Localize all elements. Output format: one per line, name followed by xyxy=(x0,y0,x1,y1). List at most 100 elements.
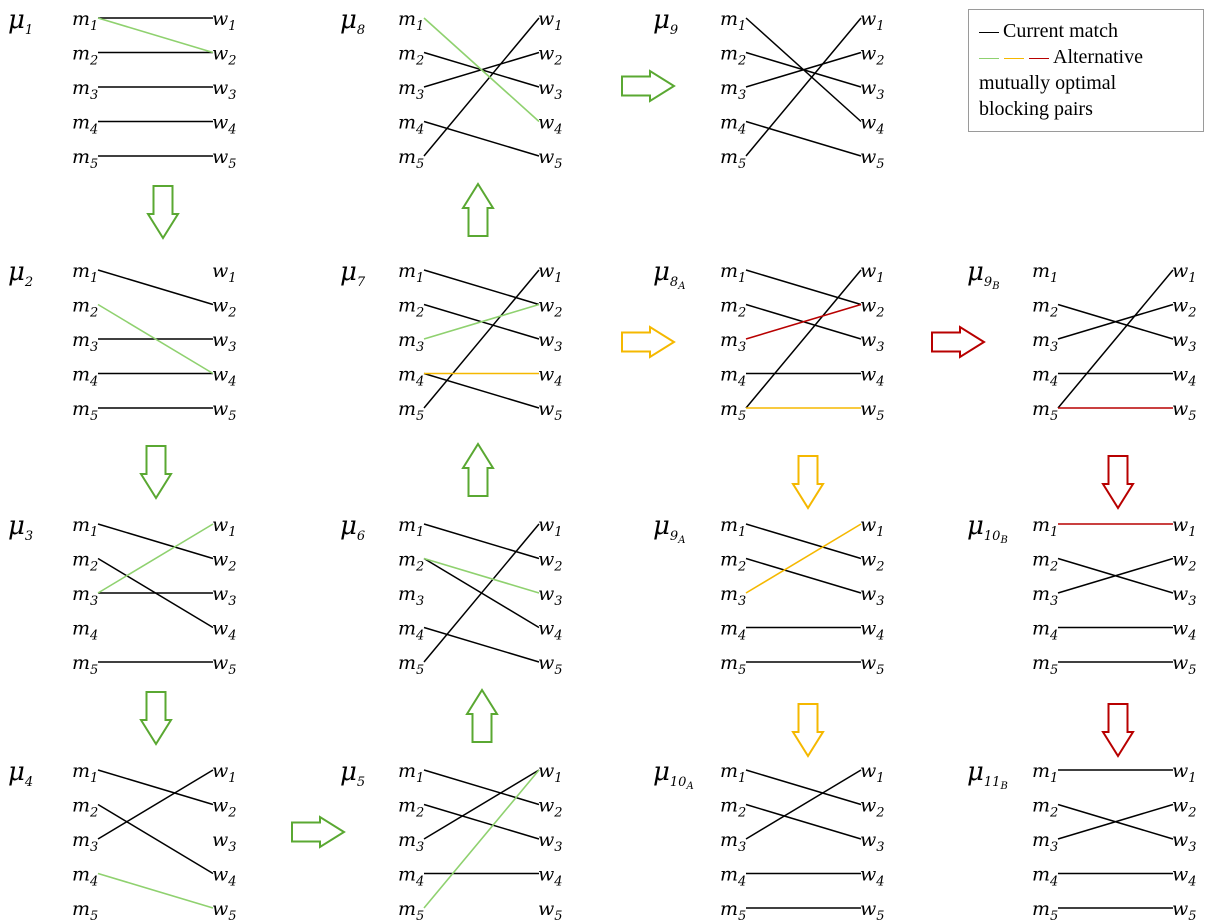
man-label: m2 xyxy=(72,43,98,69)
man-label: m4 xyxy=(1032,364,1058,390)
match-edge-m4-w5 xyxy=(423,120,540,157)
woman-label: w4 xyxy=(212,618,237,644)
woman-label: w4 xyxy=(538,618,563,644)
match-edge-m3-w1 xyxy=(97,523,214,594)
man-label: m4 xyxy=(72,864,98,890)
match-edge-m2-w3 xyxy=(423,557,540,594)
panel-title: μ6 xyxy=(340,511,365,544)
man-label: m3 xyxy=(1032,329,1058,355)
match-edge-m4-w5 xyxy=(745,120,862,157)
man-label: m1 xyxy=(398,514,424,540)
man-label: m1 xyxy=(72,260,98,286)
arrow-down-icon xyxy=(1101,455,1135,510)
woman-label: w3 xyxy=(538,583,563,609)
match-edge-m5-w1 xyxy=(423,523,540,663)
man-label: m2 xyxy=(720,795,746,821)
panel-title: μ9 xyxy=(653,5,678,38)
woman-label: w1 xyxy=(212,514,237,540)
man-label: m1 xyxy=(72,514,98,540)
woman-label: w4 xyxy=(860,618,885,644)
arrow-right-icon xyxy=(621,69,676,103)
woman-label: w5 xyxy=(538,398,563,424)
man-label: m2 xyxy=(720,43,746,69)
legend-current-label: Current match xyxy=(1003,20,1118,42)
woman-label: w5 xyxy=(212,898,237,920)
match-edge-m1-w2 xyxy=(97,17,214,54)
man-label: m2 xyxy=(398,549,424,575)
arrow-down-icon xyxy=(146,185,180,240)
woman-label: w3 xyxy=(212,583,237,609)
panel-p3: μ3 m1 w1 m2 w2 m3 w3 m4 w4 m5 w5 xyxy=(8,511,237,678)
woman-label: w2 xyxy=(860,549,885,575)
man-label: m2 xyxy=(398,795,424,821)
woman-label: w4 xyxy=(1172,618,1197,644)
man-label: m2 xyxy=(398,43,424,69)
match-edge-m3-w2 xyxy=(1057,803,1174,840)
woman-label: w4 xyxy=(1172,864,1197,890)
man-label: m5 xyxy=(1032,898,1058,920)
match-edge-m3-w1 xyxy=(97,769,214,840)
woman-label: w1 xyxy=(212,260,237,286)
panel-title: μ1 xyxy=(8,5,33,38)
panel-title: μ9B xyxy=(967,257,1000,292)
man-label: m2 xyxy=(1032,295,1058,321)
man-label: m4 xyxy=(720,618,746,644)
man-label: m5 xyxy=(720,898,746,920)
woman-label: w2 xyxy=(212,795,237,821)
panel-p10B: μ10B m1 w1 m2 w2 m3 w3 m4 w4 m5 w5 xyxy=(967,511,1197,678)
woman-label: w5 xyxy=(538,146,563,172)
woman-label: w2 xyxy=(860,295,885,321)
man-label: m5 xyxy=(398,898,424,920)
panel-p9: μ9 m1 w1 m2 w2 m3 w3 m4 w4 m5 w5 xyxy=(653,5,885,172)
woman-label: w1 xyxy=(860,760,885,786)
woman-label: w5 xyxy=(860,898,885,920)
match-edge-m3-w2 xyxy=(423,303,540,340)
woman-label: w2 xyxy=(1172,549,1197,575)
arrow-down-icon xyxy=(139,445,173,500)
woman-label: w4 xyxy=(538,112,563,138)
woman-label: w3 xyxy=(1172,829,1197,855)
man-label: m4 xyxy=(72,364,98,390)
match-edge-m2-w3 xyxy=(745,557,862,594)
yellow-line-icon xyxy=(1004,57,1024,59)
arrow-up-icon xyxy=(465,688,499,743)
man-label: m3 xyxy=(720,329,746,355)
man-label: m1 xyxy=(1032,514,1058,540)
match-edge-m5-w1 xyxy=(1057,269,1174,409)
match-edge-m5-w1 xyxy=(745,269,862,409)
man-label: m5 xyxy=(398,146,424,172)
man-label: m5 xyxy=(720,652,746,678)
woman-label: w2 xyxy=(1172,795,1197,821)
man-label: m5 xyxy=(72,398,98,424)
woman-label: w1 xyxy=(538,760,563,786)
match-edge-m5-w1 xyxy=(423,269,540,409)
woman-label: w5 xyxy=(1172,652,1197,678)
man-label: m4 xyxy=(398,618,424,644)
panel-p1: μ1 m1 w1 m2 w2 m3 w3 m4 w4 m5 w5 xyxy=(8,5,237,172)
woman-label: w1 xyxy=(538,514,563,540)
man-label: m1 xyxy=(72,8,98,34)
woman-label: w4 xyxy=(1172,364,1197,390)
arrow-down-icon xyxy=(791,703,825,758)
man-label: m5 xyxy=(398,652,424,678)
man-label: m1 xyxy=(398,8,424,34)
match-edge-m3-w1 xyxy=(423,769,540,840)
legend-line3: blocking pairs xyxy=(979,98,1093,120)
match-edge-m2-w3 xyxy=(745,803,862,840)
panel-p2: μ2 m1 w1 m2 w2 m3 w3 m4 w4 m5 w5 xyxy=(8,257,237,424)
woman-label: w4 xyxy=(538,864,563,890)
panel-title: μ9A xyxy=(653,511,685,546)
panel-p6: μ6 m1 w1 m2 w2 m3 w3 m4 w4 m5 w5 xyxy=(340,511,563,678)
man-label: m4 xyxy=(398,112,424,138)
panel-p10A: μ10A m1 w1 m2 w2 m3 w3 m4 w4 m5 w5 xyxy=(653,757,885,920)
woman-label: w5 xyxy=(860,146,885,172)
woman-label: w3 xyxy=(212,829,237,855)
panel-p7: μ7 m1 w1 m2 w2 m3 w3 m4 w4 m5 w5 xyxy=(340,257,563,424)
woman-label: w4 xyxy=(212,112,237,138)
legend-current-row: Current match xyxy=(979,20,1118,43)
woman-label: w4 xyxy=(212,364,237,390)
black-line-icon xyxy=(979,31,999,33)
match-edge-m3-w2 xyxy=(745,51,862,88)
man-label: m3 xyxy=(72,77,98,103)
panel-p9A: μ9A m1 w1 m2 w2 m3 w3 m4 w4 m5 w5 xyxy=(653,511,885,678)
